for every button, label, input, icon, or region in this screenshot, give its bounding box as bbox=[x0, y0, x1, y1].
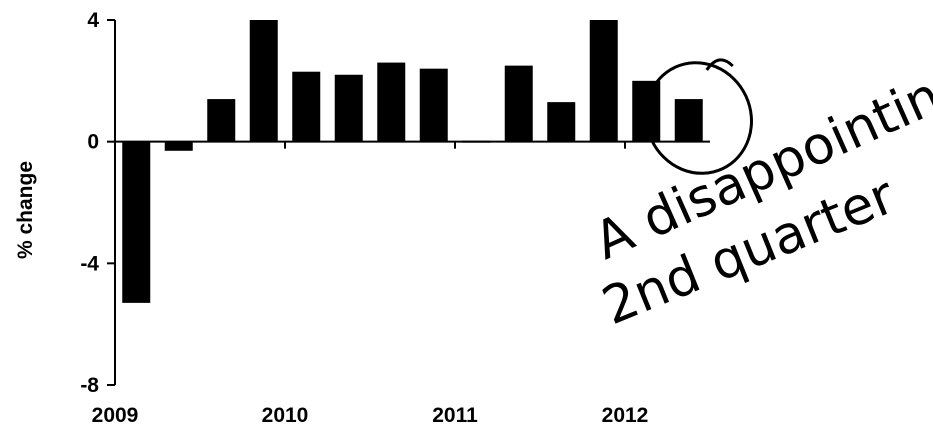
bar bbox=[207, 99, 236, 142]
y-tick-label: 4 bbox=[87, 9, 99, 32]
x-tick-label: 2012 bbox=[602, 404, 649, 427]
bar bbox=[377, 62, 406, 142]
y-axis-title: % change bbox=[14, 161, 37, 259]
axes bbox=[114, 20, 710, 385]
bar bbox=[122, 141, 151, 303]
y-tick-label: -8 bbox=[80, 374, 99, 397]
x-tick-label: 2011 bbox=[432, 404, 478, 427]
bar bbox=[334, 74, 363, 142]
x-tick-label: 2010 bbox=[262, 404, 309, 427]
y-tick-label: -4 bbox=[80, 252, 99, 275]
bar bbox=[674, 99, 703, 142]
bar bbox=[249, 20, 278, 142]
bar bbox=[292, 71, 321, 142]
annotation-circle-curl bbox=[705, 58, 734, 71]
x-tick-label: 2009 bbox=[92, 404, 139, 427]
bar-series bbox=[122, 20, 703, 303]
y-tick-label: 0 bbox=[87, 131, 99, 154]
bar bbox=[419, 68, 448, 142]
bar bbox=[547, 102, 576, 142]
x-ticks: 2009 2010 2011 2012 bbox=[92, 141, 649, 427]
annotation-circle bbox=[644, 61, 753, 175]
bar bbox=[164, 141, 193, 151]
bar bbox=[589, 20, 618, 142]
y-ticks: 4 0 -4 -8 bbox=[80, 9, 115, 397]
bar bbox=[504, 65, 533, 142]
